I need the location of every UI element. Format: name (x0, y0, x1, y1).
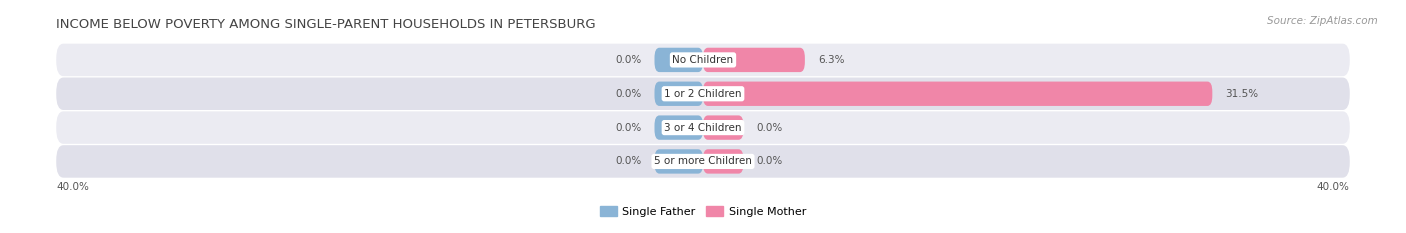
FancyBboxPatch shape (654, 115, 703, 140)
Text: INCOME BELOW POVERTY AMONG SINGLE-PARENT HOUSEHOLDS IN PETERSBURG: INCOME BELOW POVERTY AMONG SINGLE-PARENT… (56, 18, 596, 31)
Text: 0.0%: 0.0% (616, 156, 641, 166)
Text: 0.0%: 0.0% (756, 156, 783, 166)
Text: 0.0%: 0.0% (616, 89, 641, 99)
FancyBboxPatch shape (56, 44, 1350, 76)
FancyBboxPatch shape (654, 82, 703, 106)
FancyBboxPatch shape (654, 149, 703, 174)
FancyBboxPatch shape (56, 111, 1350, 144)
FancyBboxPatch shape (56, 145, 1350, 178)
Legend: Single Father, Single Mother: Single Father, Single Mother (596, 202, 810, 222)
FancyBboxPatch shape (703, 149, 744, 174)
FancyBboxPatch shape (56, 78, 1350, 110)
Text: 0.0%: 0.0% (616, 55, 641, 65)
Text: 0.0%: 0.0% (756, 123, 783, 133)
Text: 5 or more Children: 5 or more Children (654, 156, 752, 166)
Text: 0.0%: 0.0% (616, 123, 641, 133)
FancyBboxPatch shape (703, 48, 804, 72)
FancyBboxPatch shape (703, 115, 744, 140)
Text: 40.0%: 40.0% (1317, 182, 1350, 192)
Text: Source: ZipAtlas.com: Source: ZipAtlas.com (1267, 16, 1378, 26)
Text: 3 or 4 Children: 3 or 4 Children (664, 123, 742, 133)
Text: 40.0%: 40.0% (56, 182, 89, 192)
Text: 6.3%: 6.3% (818, 55, 844, 65)
FancyBboxPatch shape (654, 48, 703, 72)
Text: 1 or 2 Children: 1 or 2 Children (664, 89, 742, 99)
FancyBboxPatch shape (703, 82, 1212, 106)
Text: No Children: No Children (672, 55, 734, 65)
Text: 31.5%: 31.5% (1225, 89, 1258, 99)
